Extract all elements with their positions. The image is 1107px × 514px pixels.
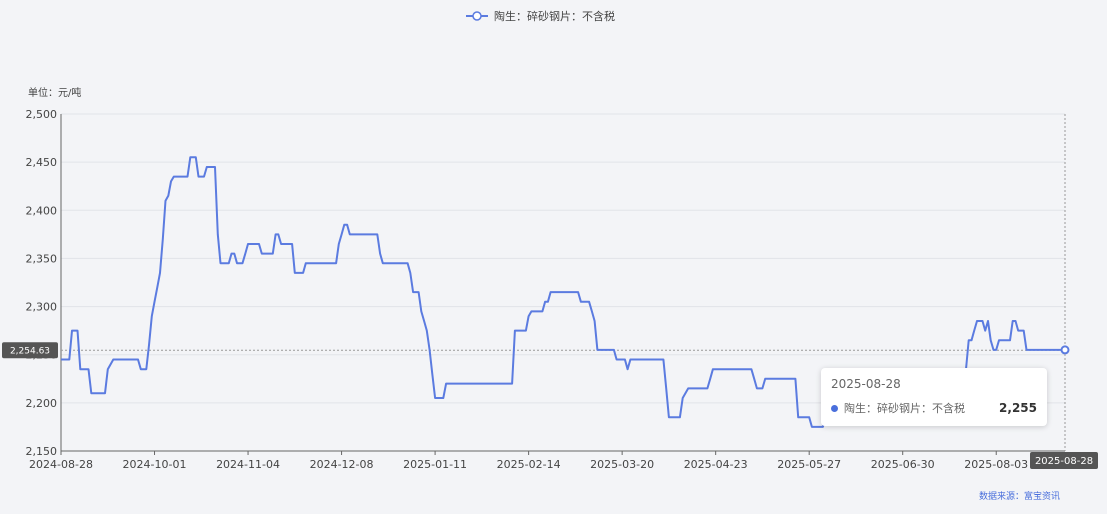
- x-tick-label: 2024-12-08: [310, 458, 374, 471]
- x-tick-label: 2025-01-11: [403, 458, 467, 471]
- y-tick-label: 2,350: [26, 252, 58, 265]
- crosshair-x-label: 2025-08-28: [1030, 452, 1098, 469]
- x-tick-label: 2024-08-28: [29, 458, 93, 471]
- y-tick-label: 2,450: [26, 156, 58, 169]
- crosshair-y-value: 2,254.63: [10, 346, 50, 356]
- tooltip-series-name: 陶生：碎砂钢片：不含税: [844, 402, 965, 415]
- series-dot-icon: [831, 404, 838, 412]
- y-tick-label: 2,300: [26, 301, 58, 314]
- crosshair-y-label: 2,254.63: [2, 342, 58, 359]
- tooltip-value: 2,255: [999, 401, 1037, 415]
- source-label[interactable]: 数据来源：富宝资讯: [979, 490, 1060, 502]
- y-tick-label: 2,150: [26, 445, 58, 458]
- x-tick-label: 2024-11-04: [216, 458, 280, 471]
- y-tick-label: 2,500: [26, 108, 58, 121]
- legend[interactable]: 陶生：碎砂钢片：不含税: [466, 9, 615, 23]
- legend-label: 陶生：碎砂钢片：不含税: [494, 9, 615, 23]
- tooltip-row: 陶生：碎砂钢片：不含税 2,255: [831, 400, 1037, 416]
- x-tick-label: 2025-05-27: [777, 458, 841, 471]
- tooltip-date: 2025-08-28: [831, 377, 901, 391]
- unit-label: 单位：元/吨: [28, 86, 81, 99]
- hover-point[interactable]: [1060, 345, 1070, 355]
- legend-marker-icon: [472, 11, 482, 21]
- y-tick-label: 2,200: [26, 397, 58, 410]
- x-tick-label: 2024-10-01: [123, 458, 187, 471]
- x-tick-label: 2025-02-14: [497, 458, 561, 471]
- x-tick-label: 2025-03-20: [590, 458, 654, 471]
- x-tick-label: 2025-06-30: [871, 458, 935, 471]
- crosshair-x-value: 2025-08-28: [1035, 456, 1093, 467]
- tooltip: 2025-08-28 陶生：碎砂钢片：不含税 2,255: [821, 368, 1047, 426]
- x-tick-label: 2025-08-03: [964, 458, 1028, 471]
- x-tick-label: 2025-04-23: [684, 458, 748, 471]
- y-tick-label: 2,400: [26, 204, 58, 217]
